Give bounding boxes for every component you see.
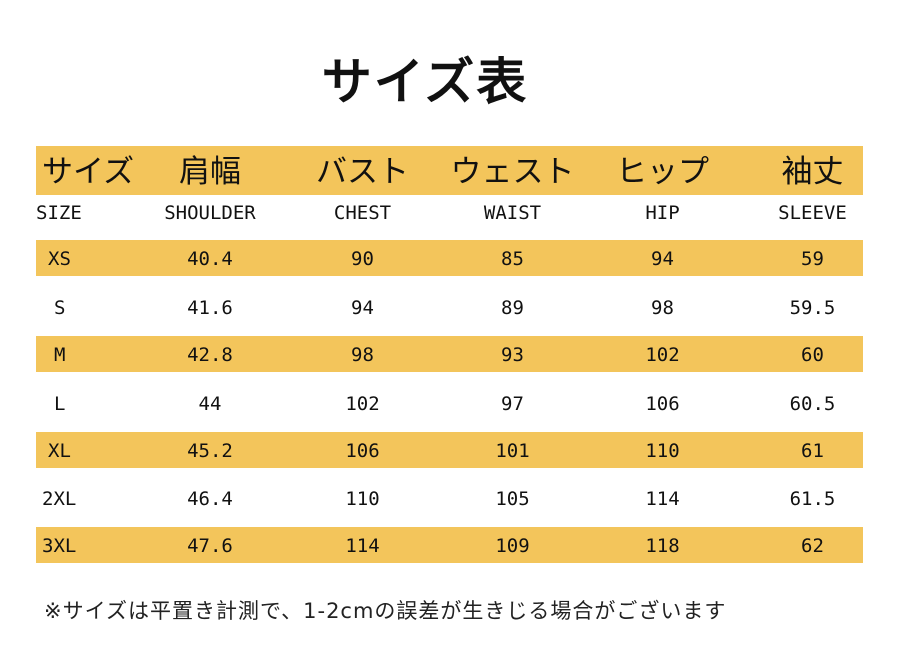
shoulder-cell: 44 <box>198 393 222 415</box>
size-cell: XS <box>48 248 71 270</box>
chest-cell: 110 <box>345 488 380 510</box>
size-cell: L <box>54 393 66 415</box>
header-chest-jp: バスト <box>316 154 409 190</box>
header-size-en: SIZE <box>36 202 82 224</box>
size-cell: 3XL <box>42 535 77 557</box>
sleeve-cell: 61 <box>801 440 824 462</box>
chest-cell: 90 <box>351 248 374 270</box>
sleeve-cell: 59 <box>801 248 824 270</box>
hip-cell: 102 <box>645 344 680 366</box>
row-band-3xl <box>36 527 863 563</box>
page-title: サイズ表 <box>321 53 529 111</box>
hip-cell: 110 <box>645 440 680 462</box>
header-chest-en: CHEST <box>333 202 392 224</box>
shoulder-cell: 41.6 <box>187 297 233 319</box>
chest-cell: 114 <box>345 535 380 557</box>
table-row: XS 40.4 90 85 94 59 <box>0 246 908 272</box>
header-size-jp: サイズ <box>42 154 135 190</box>
table-row: XL 45.2 106 101 110 61 <box>0 438 908 464</box>
size-cell: M <box>54 344 66 366</box>
chest-cell: 98 <box>351 344 374 366</box>
measurement-note: ※サイズは平置き計測で、1-2cmの誤差が生きじる場合がございます <box>44 599 727 623</box>
size-cell: S <box>54 297 66 319</box>
header-row-jp: サイズ 肩幅 バスト ウェスト ヒップ 袖丈 <box>0 150 908 194</box>
table-row: M 42.8 98 93 102 60 <box>0 342 908 368</box>
sleeve-cell: 60.5 <box>789 393 836 415</box>
waist-cell: 93 <box>501 344 524 366</box>
header-hip-jp: ヒップ <box>616 154 709 190</box>
shoulder-cell: 40.4 <box>187 248 233 270</box>
hip-cell: 94 <box>651 248 674 270</box>
waist-cell: 101 <box>495 440 530 462</box>
chest-cell: 106 <box>345 440 380 462</box>
shoulder-cell: 47.6 <box>187 535 233 557</box>
hip-cell: 98 <box>651 297 674 319</box>
waist-cell: 89 <box>501 297 524 319</box>
chest-cell: 94 <box>351 297 374 319</box>
shoulder-cell: 46.4 <box>187 488 233 510</box>
header-shoulder-en: SHOULDER <box>164 202 256 224</box>
hip-cell: 114 <box>645 488 680 510</box>
hip-cell: 118 <box>645 535 680 557</box>
chest-cell: 102 <box>345 393 380 415</box>
header-waist-en: WAIST <box>483 202 542 224</box>
header-shoulder-jp: 肩幅 <box>179 154 241 190</box>
sleeve-cell: 60 <box>801 344 824 366</box>
row-band-xl <box>36 432 863 468</box>
size-cell: XL <box>48 440 71 462</box>
shoulder-cell: 42.8 <box>187 344 233 366</box>
table-row: 3XL 47.6 114 109 118 62 <box>0 533 908 559</box>
table-row: L 44 102 97 106 60.5 <box>0 391 908 417</box>
hip-cell: 106 <box>645 393 680 415</box>
table-row: 2XL 46.4 110 105 114 61.5 <box>0 486 908 512</box>
waist-cell: 97 <box>501 393 524 415</box>
header-sleeve-en: SLEEVE <box>778 202 847 224</box>
header-row-en: SIZE SHOULDER CHEST WAIST HIP SLEEVE <box>0 200 908 226</box>
sleeve-cell: 59.5 <box>789 297 836 319</box>
row-band-xs <box>36 240 863 276</box>
row-band-m <box>36 336 863 372</box>
shoulder-cell: 45.2 <box>187 440 233 462</box>
header-band <box>36 146 863 195</box>
header-hip-en: HIP <box>645 202 680 224</box>
waist-cell: 85 <box>501 248 524 270</box>
sleeve-cell: 62 <box>801 535 824 557</box>
sleeve-cell: 61.5 <box>789 488 836 510</box>
header-waist-jp: ウェスト <box>450 154 575 190</box>
waist-cell: 109 <box>495 535 530 557</box>
table-row: S 41.6 94 89 98 59.5 <box>0 295 908 321</box>
size-cell: 2XL <box>42 488 77 510</box>
header-sleeve-jp: 袖丈 <box>781 154 844 190</box>
waist-cell: 105 <box>495 488 530 510</box>
